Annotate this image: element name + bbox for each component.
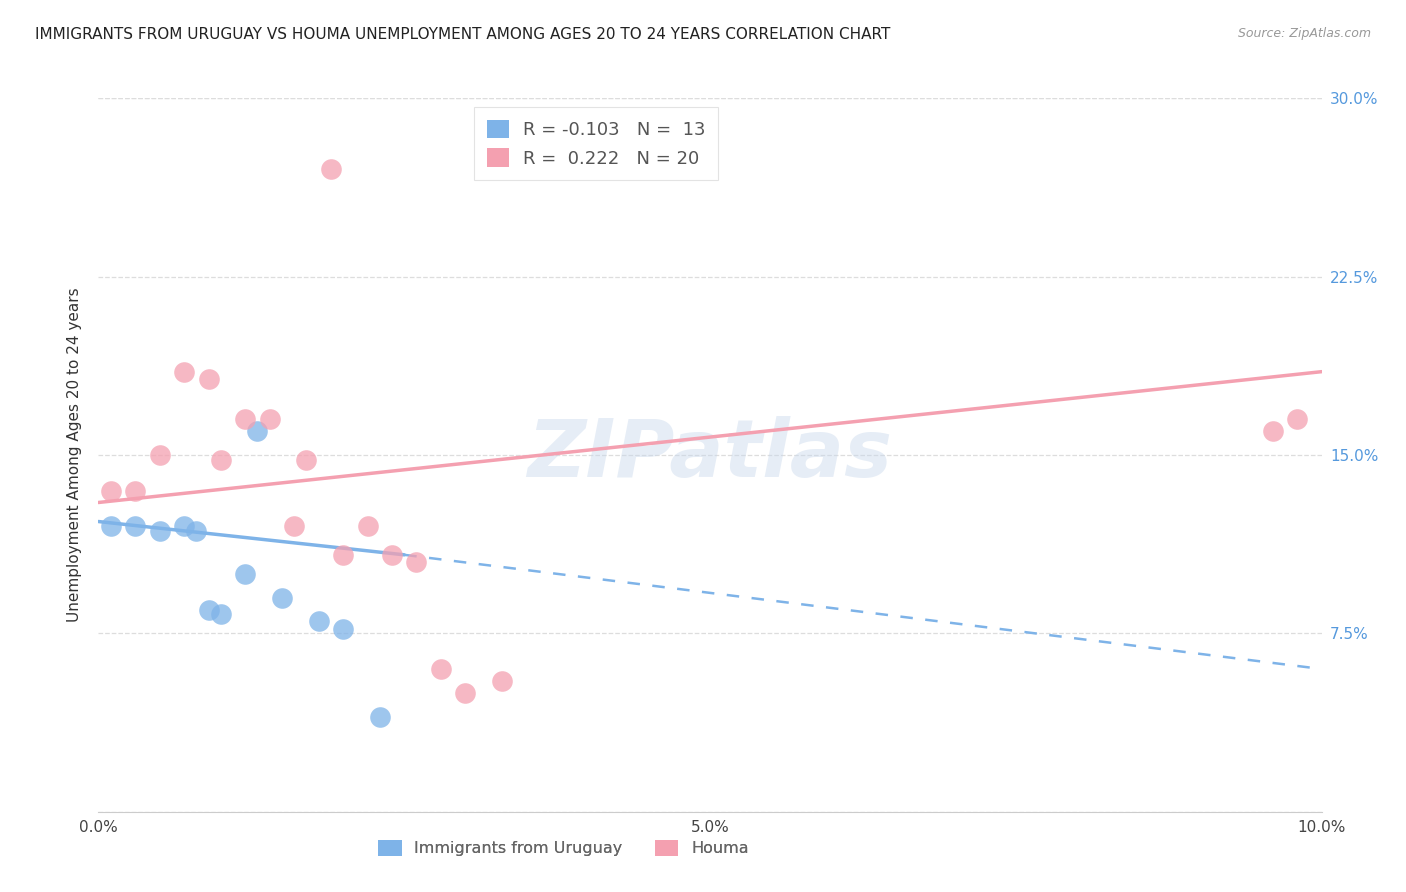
Point [295, 452, 318, 467]
Y-axis label: Unemployment Among Ages 20 to 24 years: Unemployment Among Ages 20 to 24 years [67, 287, 83, 623]
Point [1261, 424, 1284, 438]
Point [259, 412, 281, 426]
Text: ZIPatlas: ZIPatlas [527, 416, 893, 494]
Point [124, 483, 146, 498]
Point [209, 452, 232, 467]
Point [197, 372, 219, 386]
Point [319, 162, 342, 177]
Point [308, 615, 330, 629]
Point [209, 607, 232, 622]
Text: IMMIGRANTS FROM URUGUAY VS HOUMA UNEMPLOYMENT AMONG AGES 20 TO 24 YEARS CORRELAT: IMMIGRANTS FROM URUGUAY VS HOUMA UNEMPLO… [35, 27, 890, 42]
Point [149, 524, 172, 538]
Point [332, 622, 354, 636]
Point [233, 412, 256, 426]
Point [149, 448, 172, 462]
Point [100, 519, 122, 533]
Point [186, 524, 208, 538]
Point [270, 591, 292, 605]
Point [356, 519, 378, 533]
Text: Source: ZipAtlas.com: Source: ZipAtlas.com [1237, 27, 1371, 40]
Point [430, 662, 453, 676]
Point [381, 548, 404, 562]
Point [100, 483, 122, 498]
Point [368, 709, 391, 723]
Point [246, 424, 269, 438]
Point [491, 673, 513, 688]
Point [124, 519, 146, 533]
Legend: Immigrants from Uruguay, Houma: Immigrants from Uruguay, Houma [370, 832, 756, 864]
Point [283, 519, 305, 533]
Point [332, 548, 354, 562]
Point [173, 519, 195, 533]
Point [454, 686, 477, 700]
Point [173, 365, 195, 379]
Point [1286, 412, 1309, 426]
Point [405, 555, 427, 569]
Point [233, 566, 256, 581]
Point [197, 602, 219, 616]
